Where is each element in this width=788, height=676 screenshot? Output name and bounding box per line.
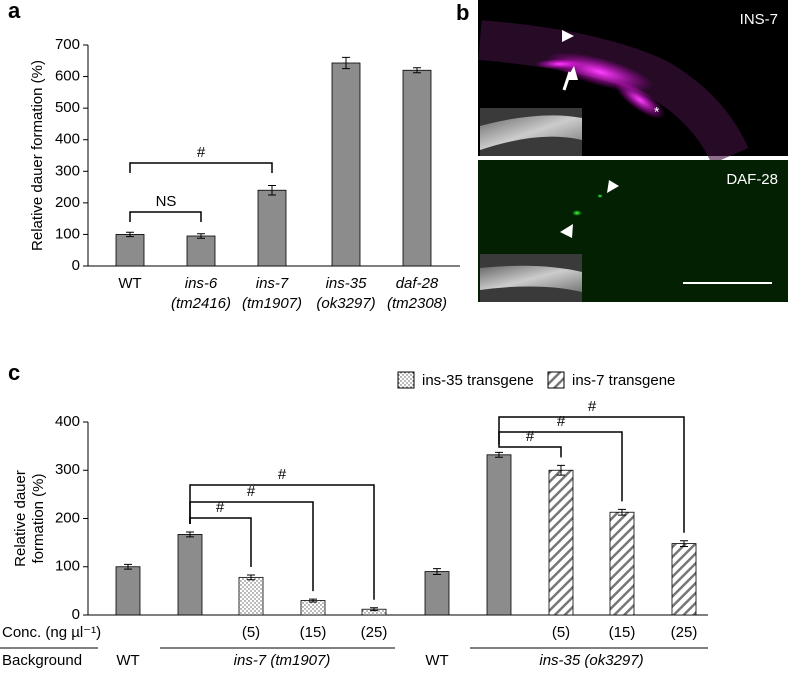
background-title: Background [2, 652, 82, 669]
legend-label: ins-7 transgene [572, 372, 675, 389]
y-tick-label: 300 [55, 162, 80, 179]
y-tick-label: 700 [55, 36, 80, 53]
x-tick-label: daf-28 [396, 275, 439, 292]
x-tick-label: ins-35 [326, 275, 368, 292]
conc-label: (25) [671, 624, 698, 641]
conc-label: (25) [361, 624, 388, 641]
x-tick-sublabel: (tm2308) [387, 295, 447, 312]
y-tick-label: 0 [72, 257, 80, 274]
error-bar [197, 233, 205, 239]
error-bar [342, 56, 350, 70]
significance-label: # [216, 499, 225, 516]
bar [115, 234, 145, 267]
significance-bracket [189, 484, 375, 600]
background-label: WT [425, 652, 448, 669]
significance-label: # [557, 413, 566, 430]
y-axis-label: Relative dauer formation (%) [29, 60, 46, 251]
error-bar [126, 231, 134, 238]
y-axis-label: Relative dauer [12, 470, 29, 567]
background-label: ins-35 (ok3297) [539, 652, 643, 669]
y-tick-label: 200 [55, 509, 80, 526]
x-tick-label: ins-7 [256, 275, 289, 292]
bar [486, 454, 512, 616]
bar [257, 189, 287, 267]
y-tick-label: 0 [72, 606, 80, 623]
x-tick-label: ins-6 [185, 275, 218, 292]
bar [238, 576, 264, 616]
error-bar [309, 598, 317, 603]
y-tick-label: 400 [55, 413, 80, 430]
significance-label: # [197, 144, 206, 161]
conc-label: (5) [552, 624, 570, 641]
conc-label: (15) [609, 624, 636, 641]
significance-label: # [588, 398, 597, 415]
x-tick-sublabel: (ok3297) [316, 295, 375, 312]
conc-label: (15) [300, 624, 327, 641]
bar [424, 571, 450, 616]
error-bar [680, 540, 688, 547]
y-tick-label: 600 [55, 68, 80, 85]
error-bar [186, 531, 194, 538]
error-bar [413, 67, 421, 74]
bar [115, 566, 141, 616]
error-bar [433, 568, 441, 575]
significance-bracket [129, 211, 202, 222]
error-bar [124, 563, 132, 570]
bar [402, 69, 432, 267]
error-bar [557, 464, 565, 476]
y-tick-label: 100 [55, 558, 80, 575]
significance-label: # [526, 428, 535, 445]
conc-label: (5) [242, 624, 260, 641]
error-bar [618, 508, 626, 516]
error-bar [495, 451, 503, 458]
significance-label: # [247, 483, 256, 500]
y-tick-label: 100 [55, 225, 80, 242]
bar [671, 543, 697, 616]
x-tick-label: WT [118, 275, 141, 292]
significance-label: NS [156, 193, 177, 210]
panel-label: a [8, 0, 21, 23]
legend-label: ins-35 transgene [422, 372, 534, 389]
legend-swatch [397, 371, 415, 389]
y-tick-label: 500 [55, 99, 80, 116]
image-label: INS-7 [740, 11, 778, 28]
svg-text:*: * [654, 104, 660, 120]
error-bar [247, 574, 255, 581]
conc-title: Conc. (ng µl⁻¹) [2, 624, 101, 641]
bar [186, 235, 216, 267]
error-bar [268, 184, 276, 196]
image-panel: * b INS-7 DAF-28 [456, 0, 788, 302]
significance-bracket [498, 416, 685, 533]
bar [548, 469, 574, 616]
bar [331, 62, 361, 267]
background-label: WT [116, 652, 139, 669]
panel-label: c [8, 360, 20, 385]
y-tick-label: 300 [55, 461, 80, 478]
background-label: ins-7 (tm1907) [234, 652, 331, 669]
y-axis-label: formation (%) [30, 473, 47, 563]
legend-swatch [547, 371, 565, 389]
bar [609, 511, 635, 616]
bar [177, 534, 203, 616]
x-tick-sublabel: (tm2416) [171, 295, 231, 312]
panel-label: b [456, 0, 469, 25]
y-tick-label: 200 [55, 194, 80, 211]
image-label: DAF-28 [726, 171, 778, 188]
x-tick-sublabel: (tm1907) [242, 295, 302, 312]
y-tick-label: 400 [55, 131, 80, 148]
significance-bracket [498, 444, 562, 458]
error-bar [370, 607, 378, 612]
significance-label: # [278, 466, 287, 483]
significance-bracket [129, 162, 273, 173]
bar [300, 600, 326, 616]
